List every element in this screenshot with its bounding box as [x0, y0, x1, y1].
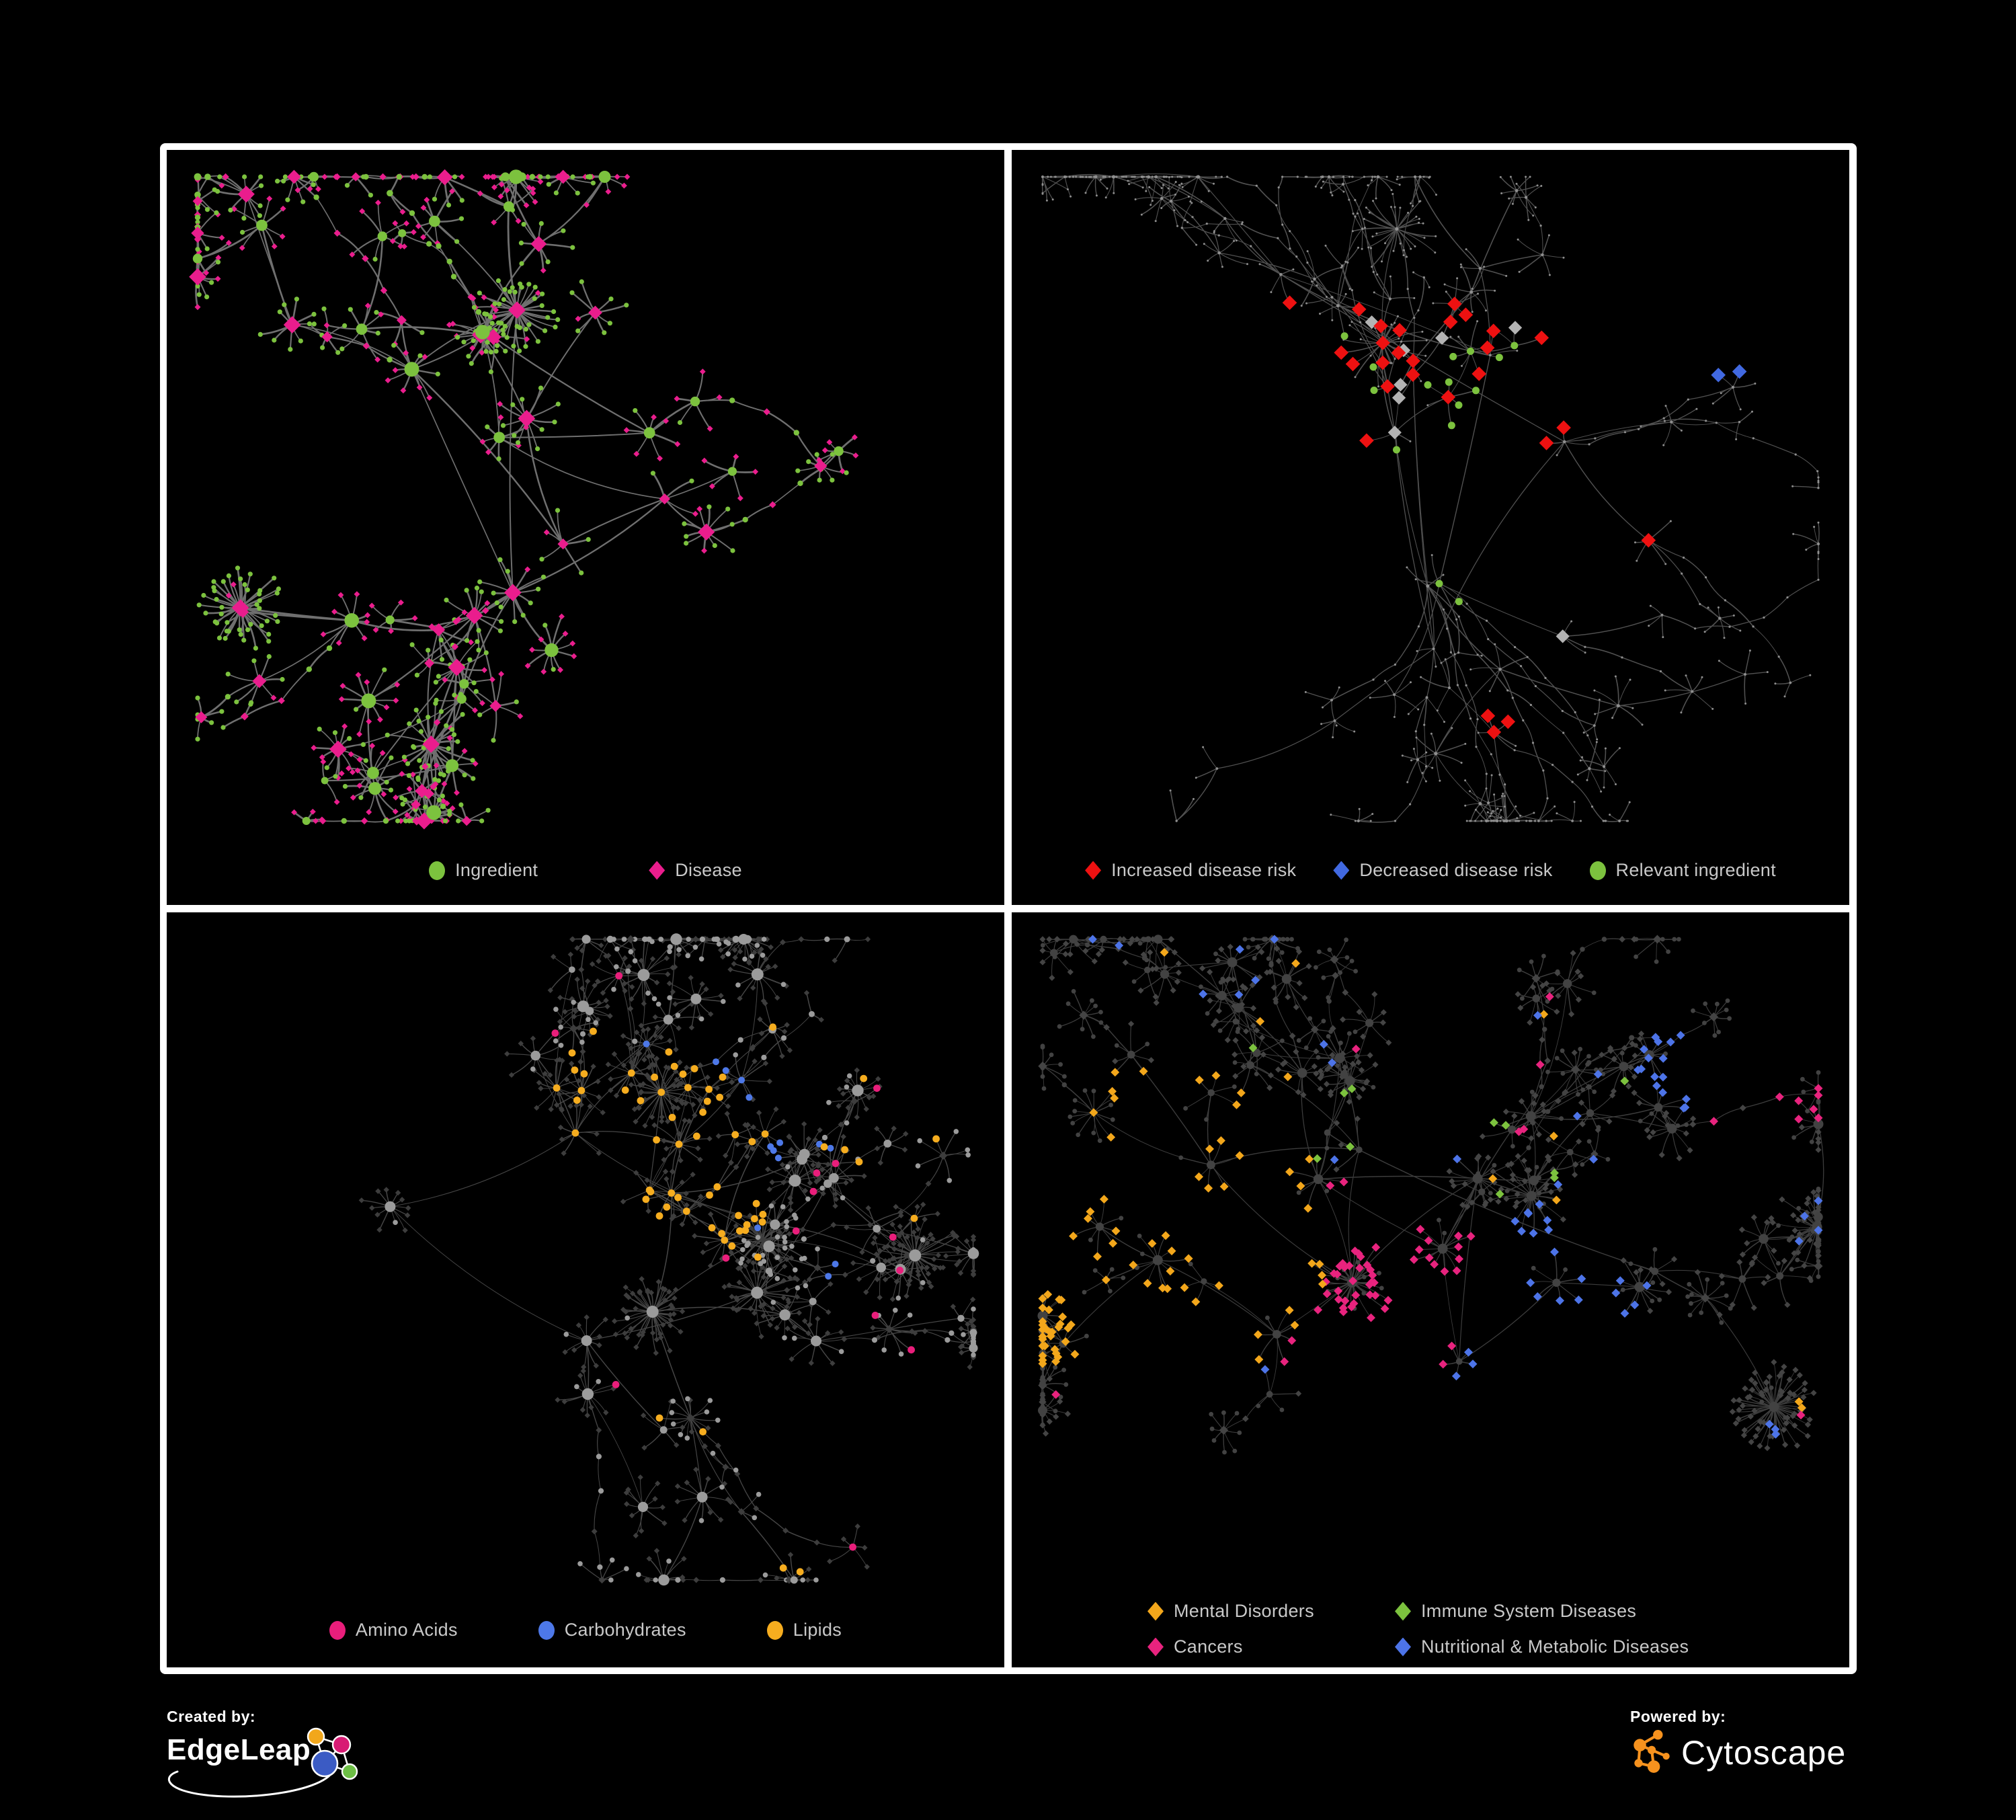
lipids-circle-swatch-icon [766, 1620, 783, 1640]
ingredient-circle-swatch-icon [429, 861, 446, 880]
panel-ingredient-disease: Ingredient Disease [167, 150, 1004, 905]
network-graph-ingredient-categories [358, 933, 979, 1586]
edgeleap-logo: Created by: EdgeLeap [167, 1708, 382, 1809]
legend-disease-risk: Increased disease risk Decreased disease… [1012, 860, 1849, 881]
legend-label: Carbohydrates [564, 1620, 686, 1640]
legend-label: Ingredient [455, 860, 538, 880]
legend-label: Immune System Diseases [1421, 1601, 1637, 1621]
legend-label: Disease [675, 860, 742, 880]
legend-item: Increased disease risk [1085, 860, 1296, 881]
powered-by-label: Powered by: [1630, 1708, 1726, 1725]
legend-item: Decreased disease risk [1333, 860, 1552, 881]
cytoscape-brand-row: Cytoscape [1630, 1729, 1852, 1777]
increased-risk-diamond-swatch-icon [1085, 861, 1102, 880]
cancers-diamond-swatch-icon [1147, 1637, 1164, 1657]
legend-ingredient-disease: Ingredient Disease [167, 860, 1004, 881]
edgeleap-green-node-icon [341, 1763, 358, 1780]
legend-label: Relevant ingredient [1615, 860, 1776, 880]
network-graph-disease-categories [1037, 935, 1824, 1455]
legend-label: Nutritional & Metabolic Diseases [1421, 1636, 1689, 1657]
cytoscape-wordmark: Cytoscape [1681, 1734, 1847, 1772]
legend-item: Amino Acids [329, 1620, 458, 1640]
panel-ingredient-categories: Amino Acids Carbohydrates Lipids [167, 912, 1004, 1667]
legend-item: Cancers [1147, 1636, 1395, 1657]
edgeleap-wordmark: EdgeLeap [167, 1733, 311, 1766]
panel-disease-risk: Increased disease risk Decreased disease… [1012, 150, 1849, 905]
legend-item: Immune System Diseases [1395, 1601, 1689, 1622]
cytoscape-logo: Powered by: Cytoscape [1630, 1708, 1852, 1809]
legend-item: Carbohydrates [538, 1620, 686, 1640]
edgeleap-brand-row: EdgeLeap [167, 1727, 382, 1798]
created-by-label: Created by: [167, 1708, 256, 1725]
legend-item: Disease [649, 860, 742, 881]
legend-item: Relevant ingredient [1589, 860, 1776, 881]
legend-item: Lipids [766, 1620, 842, 1640]
decreased-risk-diamond-swatch-icon [1333, 861, 1350, 880]
legend-label: Increased disease risk [1111, 860, 1297, 880]
legend-label: Mental Disorders [1174, 1601, 1314, 1621]
panels-grid: Ingredient Disease Increased disease ris… [160, 143, 1857, 1674]
nutritional-metabolic-diseases-diamond-swatch-icon [1395, 1637, 1411, 1657]
legend-label: Lipids [793, 1620, 842, 1640]
cytoscape-network-icon [1634, 1730, 1670, 1773]
edgeleap-network-icon [168, 1727, 358, 1798]
immune-system-diseases-diamond-swatch-icon [1395, 1601, 1411, 1621]
legend-item: Mental Disorders [1147, 1601, 1395, 1622]
mental-disorders-diamond-swatch-icon [1147, 1601, 1164, 1621]
edgeleap-orange-node-icon [307, 1727, 325, 1746]
panel-disease-categories: Mental Disorders Immune System Diseases … [1012, 912, 1849, 1667]
carbohydrates-circle-swatch-icon [538, 1620, 555, 1640]
legend-label: Amino Acids [355, 1620, 458, 1640]
legend-ingredient-categories: Amino Acids Carbohydrates Lipids [167, 1620, 1004, 1640]
network-graph-ingredient-disease [189, 169, 859, 830]
legend-label: Cancers [1174, 1636, 1243, 1657]
legend-disease-categories: Mental Disorders Immune System Diseases … [1147, 1601, 1689, 1657]
edgeleap-blue-node-icon [311, 1749, 339, 1778]
legend-item: Nutritional & Metabolic Diseases [1395, 1636, 1689, 1657]
relevant-ingredient-circle-swatch-icon [1589, 861, 1606, 880]
legend-item: Ingredient [429, 860, 538, 881]
edgeleap-pink-node-icon [331, 1735, 352, 1755]
network-graph-disease-risk [1041, 173, 1820, 823]
disease-diamond-swatch-icon [649, 861, 666, 880]
amino-acids-circle-swatch-icon [329, 1620, 346, 1640]
legend-label: Decreased disease risk [1359, 860, 1553, 880]
edgeleap-swoosh [168, 1769, 335, 1798]
